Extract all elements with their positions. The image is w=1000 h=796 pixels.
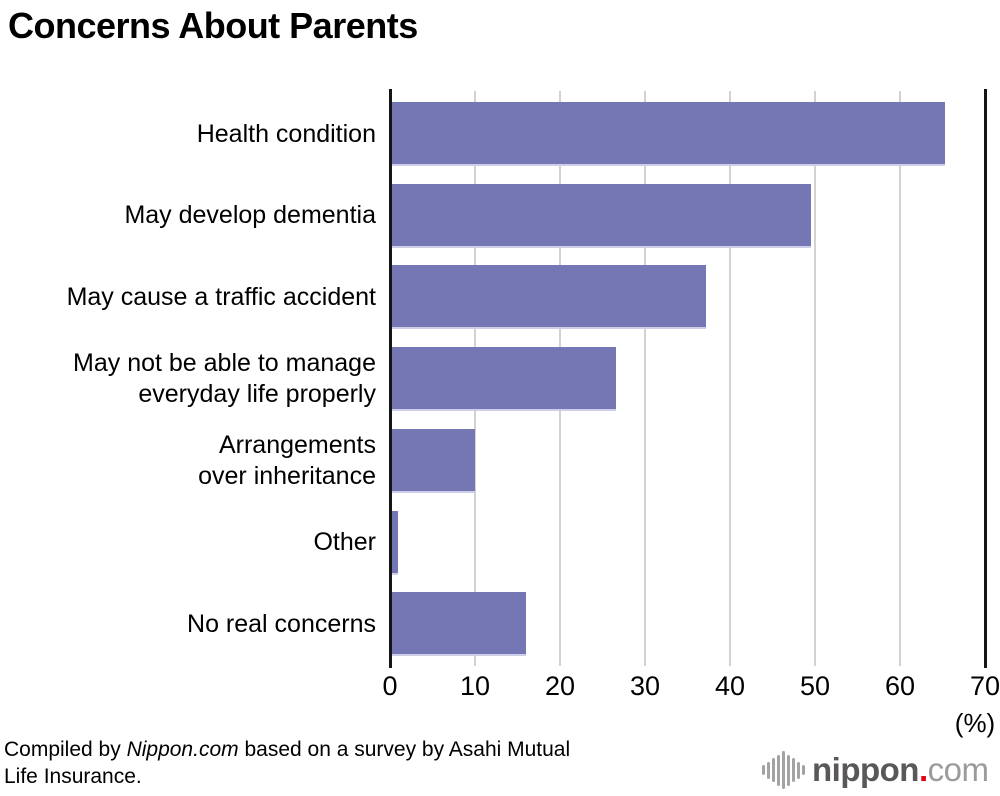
category-label: Arrangements over inheritance [198,430,376,490]
category-label: May not be able to manage everyday life … [73,349,376,409]
soundwave-bar [792,758,795,782]
soundwave-bar [762,765,765,775]
x-tick-label: 30 [629,671,661,701]
gridline [899,91,901,666]
x-tick-label: 10 [459,671,491,701]
bar [392,183,812,248]
bar [392,102,946,166]
category-label: May develop dementia [124,201,376,230]
nippon-logo-text: nippon.com [812,750,989,790]
x-tick-label: 40 [714,671,746,701]
nippon-logo: nippon.com [762,748,989,792]
axis-edge-line [388,89,392,668]
x-tick-label: 70 [969,671,1000,701]
logo-red-dot: . [918,751,928,788]
logo-name-bold: nippon [812,751,919,788]
soundwave-bar [772,758,775,782]
category-label: No real concerns [187,609,376,638]
gridline [729,91,731,666]
x-tick-label: 50 [799,671,831,701]
soundwave-bar [782,751,785,789]
credit-prefix: Compiled by [4,738,127,761]
soundwave-icon [762,750,805,790]
x-tick-label: 60 [884,671,916,701]
soundwave-bar [797,761,800,779]
source-credit: Compiled by Nippon.com based on a survey… [4,736,604,790]
category-label: Health condition [196,119,376,148]
chart-title: Concerns About Parents [8,5,418,46]
x-tick-label: 20 [544,671,576,701]
soundwave-bar [787,754,790,786]
bar [392,510,398,575]
x-tick-label: 0 [382,671,398,701]
axis-unit-label: (%) [954,708,996,738]
gridline [644,91,646,666]
bar [392,265,706,330]
credit-source: Nippon.com [126,738,239,761]
soundwave-bar [767,761,770,779]
bar [392,347,617,412]
category-label: Other [313,528,376,556]
logo-name-light: com [927,751,989,788]
axis-edge-line [983,89,987,668]
category-label: May cause a traffic accident [66,282,376,311]
bar [392,428,476,493]
gridline [814,91,816,666]
bar [392,592,527,657]
soundwave-bar [802,765,805,775]
credit-suffix: based on a survey by Asahi Mutual Life I… [4,738,571,788]
soundwave-bar [777,754,780,786]
